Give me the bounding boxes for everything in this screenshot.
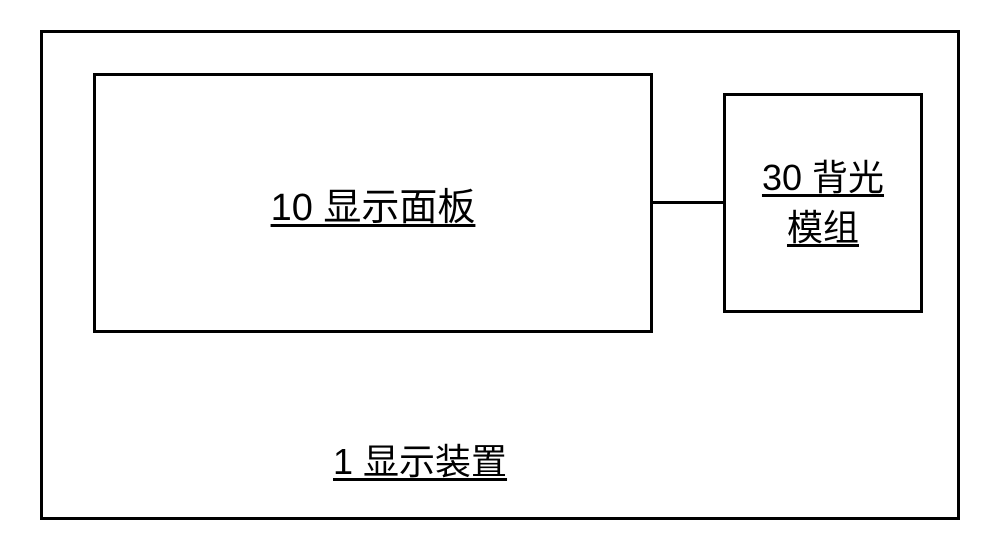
backlight-module-box: 30 背光 模组: [723, 93, 923, 313]
display-device-caption: 1 显示装置: [333, 433, 507, 485]
backlight-module-label-line1: 30 背光: [762, 157, 884, 198]
display-panel-label: 10 显示面板: [271, 176, 476, 231]
backlight-module-label-line2: 模组: [787, 207, 859, 248]
connector-line: [653, 201, 723, 204]
outer-container: 10 显示面板 30 背光 模组 1 显示装置: [40, 30, 960, 520]
display-panel-box: 10 显示面板: [93, 73, 653, 333]
